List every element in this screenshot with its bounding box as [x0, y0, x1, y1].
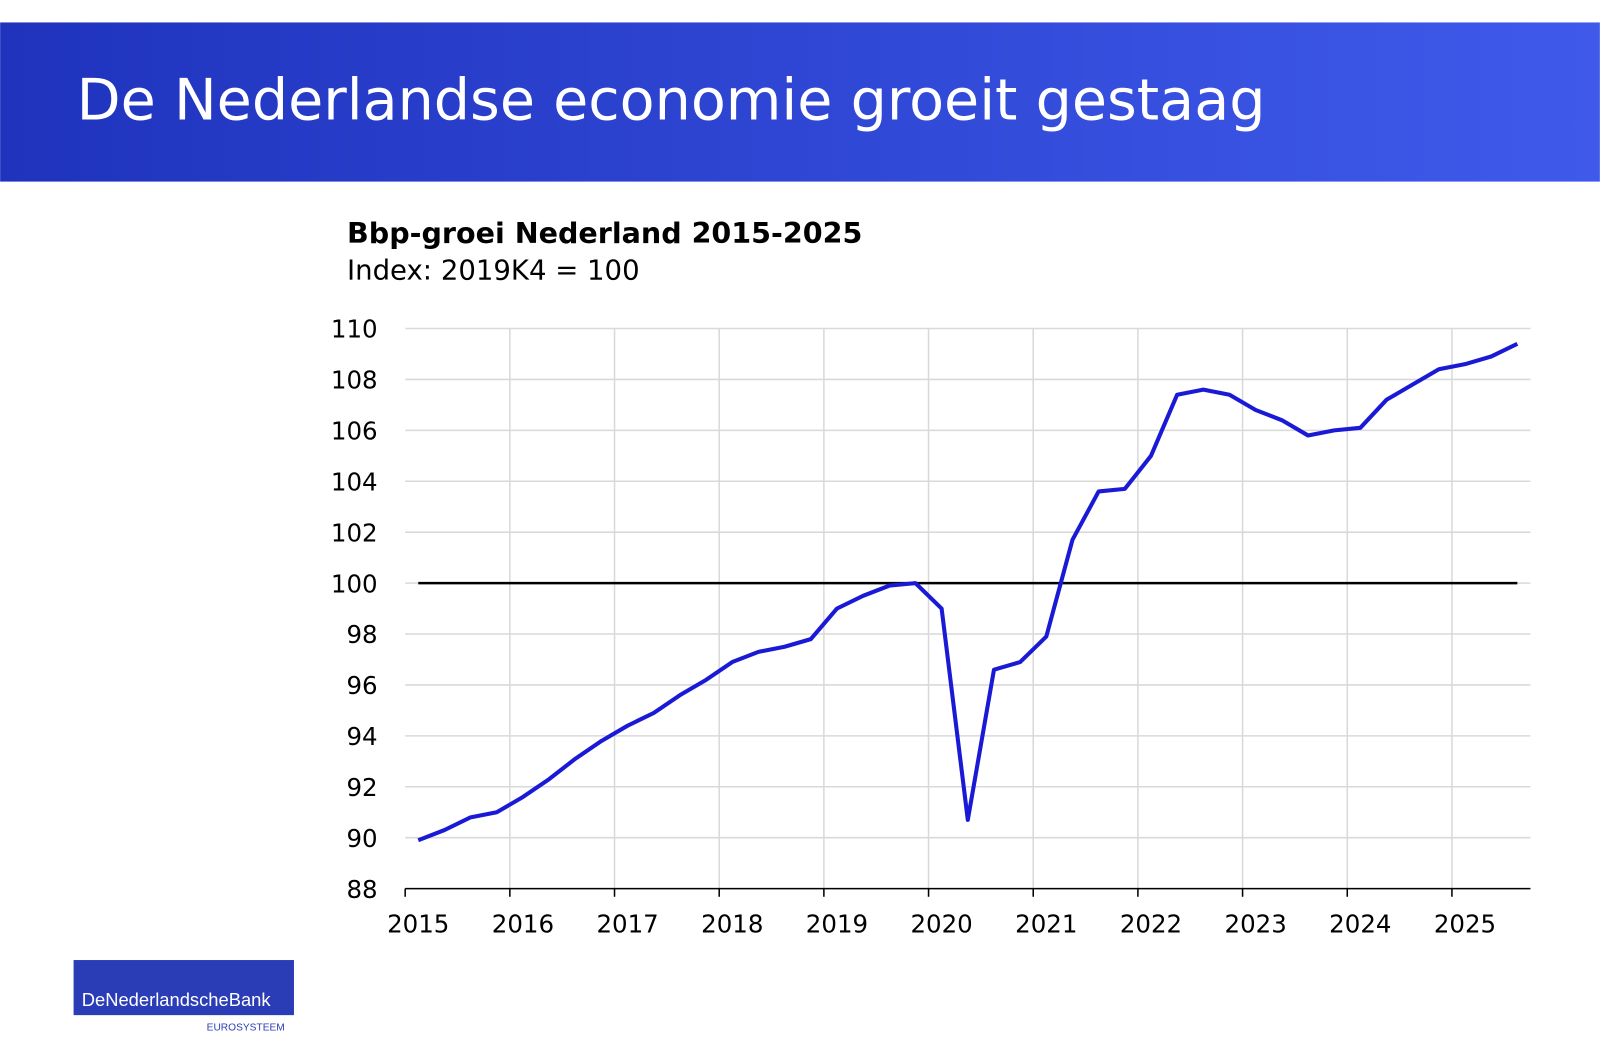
y-tick-label: 94: [346, 722, 377, 751]
y-tick-label: 110: [331, 315, 378, 344]
header-bar: [0, 22, 1600, 182]
x-tick-label: 2017: [596, 909, 658, 938]
y-tick-label: 88: [346, 875, 377, 904]
y-tick-label: 96: [346, 671, 377, 700]
y-tick-label: 106: [331, 417, 378, 446]
y-tick-label: 98: [346, 620, 377, 649]
y-tick-label: 90: [346, 824, 377, 853]
slide-title: De Nederlandse economie groeit gestaag: [77, 67, 1266, 133]
data-line: [417, 341, 1519, 843]
x-tick-label: 2020: [910, 909, 972, 938]
x-tick-label: 2025: [1434, 909, 1496, 938]
y-tick-label: 108: [331, 366, 378, 395]
x-tick-label: 2019: [806, 909, 868, 938]
y-tick-label: 92: [346, 773, 377, 802]
chart-subtitle: Index: 2019K4 = 100: [347, 255, 640, 287]
plot: 88 90 92 94 96 98 100 102 104 106 108 110 2015 2016 20…: [331, 315, 1531, 938]
x-tick-label: 2022: [1120, 909, 1182, 938]
y-tick-label: 100: [331, 569, 378, 598]
x-tick-label: 2016: [492, 909, 554, 938]
x-tick-label: 2024: [1329, 909, 1391, 938]
logo-name: DeNederlandscheBank: [82, 989, 272, 1010]
y-tick-label: 102: [331, 518, 378, 547]
x-tick-label: 2018: [701, 909, 763, 938]
logo-sub: EUROSYSTEEM: [207, 1022, 285, 1033]
x-tick-label: 2023: [1225, 909, 1287, 938]
x-tick-label: 2015: [387, 909, 449, 938]
logo-box: [73, 960, 294, 1016]
y-tick-label: 104: [331, 467, 378, 496]
x-tick-label: 2021: [1015, 909, 1077, 938]
chart-title: Bbp-groei Nederland 2015-2025: [347, 216, 862, 250]
